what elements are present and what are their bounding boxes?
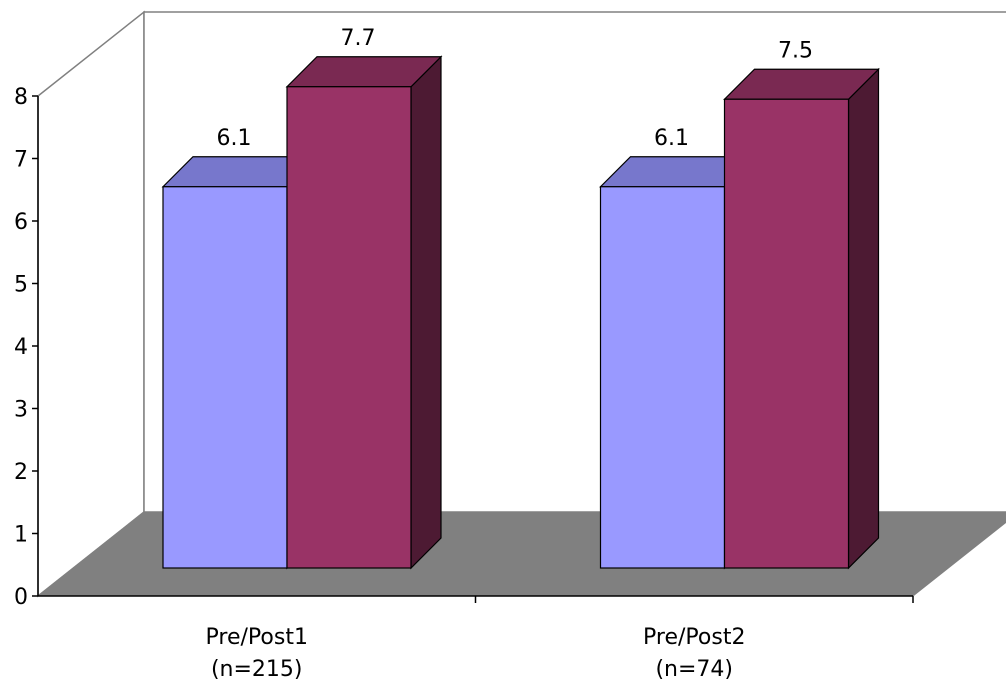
x-tick-label: (n=74): [655, 657, 733, 679]
x-tick-label: Pre/Post2: [643, 625, 745, 650]
bar-series: [161, 55, 880, 570]
y-tick-label: 1: [14, 523, 28, 548]
x-tick-label: Pre/Post1: [206, 625, 308, 650]
y-tick-label: 2: [14, 460, 28, 485]
bar: [286, 86, 412, 569]
bar: [599, 186, 726, 569]
y-tick-label: 7: [14, 148, 28, 173]
data-label: 6.1: [217, 126, 252, 151]
y-tick-label: 8: [14, 85, 28, 110]
y-tick-label: 4: [14, 335, 28, 360]
x-axis-labels: Pre/Post1 (n=215) Pre/Post2 (n=74): [206, 625, 746, 679]
y-tick-label: 5: [14, 273, 28, 298]
data-label: 6.1: [654, 126, 689, 151]
bar: [723, 98, 850, 569]
bar-side: [410, 55, 442, 570]
left-wall: [37, 10, 145, 598]
y-tick-label: 6: [14, 210, 28, 235]
data-label: 7.5: [778, 38, 813, 63]
y-tick-label: 0: [14, 585, 28, 610]
data-label: 7.7: [341, 26, 376, 51]
bar: [162, 186, 288, 569]
bar-side: [847, 67, 880, 570]
x-tick-label: (n=215): [211, 657, 303, 679]
y-tick-label: 3: [14, 398, 28, 423]
y-axis: 0 1 2 3 4 5 6 7 8: [14, 85, 914, 610]
data-labels: 6.1 7.7 6.1 7.5: [217, 26, 814, 151]
